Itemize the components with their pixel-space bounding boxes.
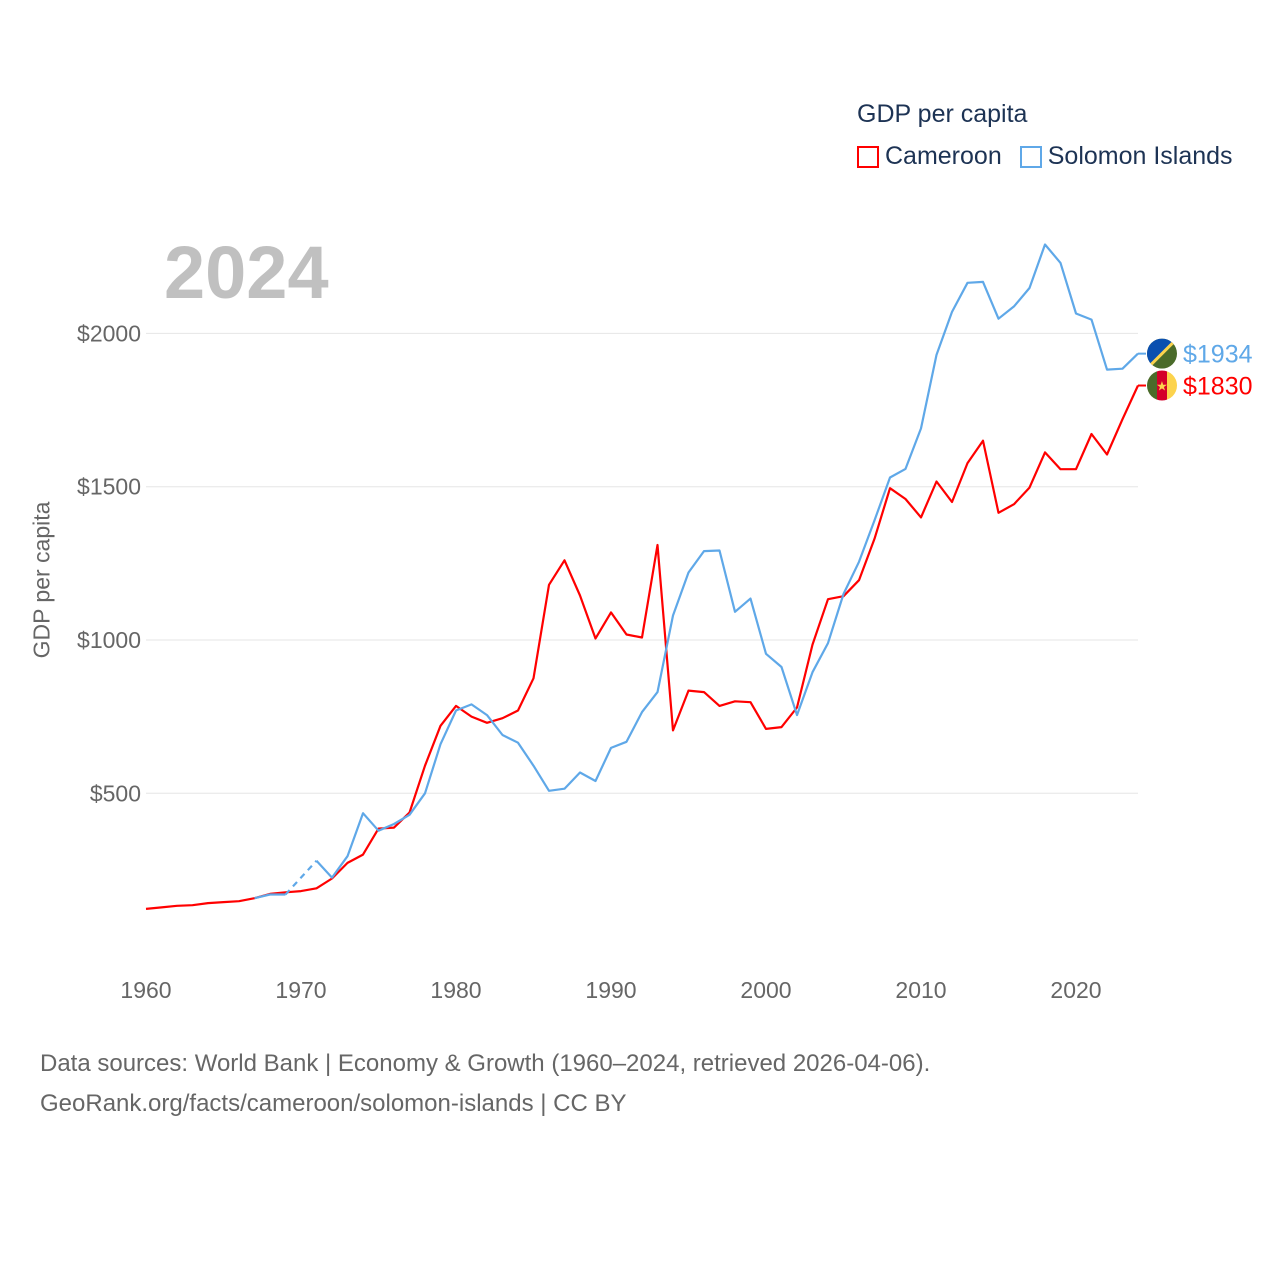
- legend: Cameroon Solomon Islands: [857, 142, 1233, 171]
- legend-label: Solomon Islands: [1047, 142, 1233, 170]
- solomon-islands-flag-icon: [1147, 338, 1177, 369]
- footer: Data sources: World Bank | Economy & Gro…: [40, 1044, 930, 1124]
- y-tick-label: $2000: [77, 320, 141, 346]
- flag-stripe: [1147, 338, 1177, 369]
- data-sources: Data sources: World Bank | Economy & Gro…: [40, 1050, 931, 1077]
- legend-item-cameroon[interactable]: Cameroon: [857, 142, 1002, 171]
- current-year-label: 2024: [164, 231, 329, 314]
- flag: ★: [1147, 370, 1177, 401]
- legend-title: GDP per capita: [857, 100, 1028, 128]
- legend-swatch-solomon-islands: [1019, 145, 1042, 168]
- end-value-label: $1830: [1183, 373, 1253, 401]
- legend-swatch-cameroon: [857, 145, 879, 168]
- y-tick-label: $500: [90, 780, 141, 806]
- source-link[interactable]: GeoRank.org/facts/cameroon/solomon-islan…: [40, 1090, 627, 1117]
- flag-stripe: [1167, 370, 1177, 401]
- y-tick-label: $1000: [77, 627, 141, 653]
- y-axis-label: GDP per capita: [28, 501, 55, 659]
- x-tick-label: 2010: [895, 977, 946, 1003]
- legend-item-solomon-islands[interactable]: Solomon Islands: [1019, 142, 1233, 171]
- series-line-solomon-islands: [254, 243, 1139, 900]
- series-gap-solomon-islands: [284, 860, 318, 896]
- y-tick-label: $1500: [77, 474, 141, 500]
- x-tick-label: 2020: [1050, 977, 1101, 1003]
- x-tick-label: 1990: [585, 977, 636, 1003]
- flag-stripe: [1147, 370, 1157, 401]
- end-value-label: $1934: [1183, 341, 1253, 369]
- star-icon: ★: [1156, 379, 1168, 394]
- cameroon-flag-icon: ★: [1147, 370, 1177, 401]
- series-line-cameroon: [145, 385, 1139, 910]
- x-tick-label: 1960: [120, 977, 171, 1003]
- x-tick-label: 1980: [430, 977, 481, 1003]
- x-tick-label: 2000: [740, 977, 791, 1003]
- legend-label: Cameroon: [885, 142, 1002, 170]
- flag-stripe: [1157, 370, 1167, 401]
- flag: [1147, 338, 1177, 369]
- x-tick-label: 1970: [275, 977, 326, 1003]
